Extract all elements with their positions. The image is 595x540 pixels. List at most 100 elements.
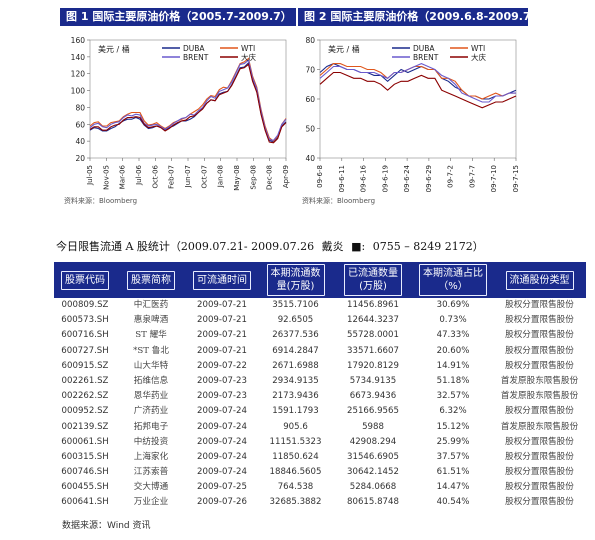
table-cell: 股权分置限售股份 xyxy=(505,467,574,478)
fig2-xtick-label: 09-6-11 xyxy=(338,165,346,192)
fig1-xtick-label: Jun-07 xyxy=(184,165,192,188)
table-cell: 2934.9135 xyxy=(272,375,319,386)
table-cell: 25166.9565 xyxy=(347,406,399,417)
column-header-label: 可流通时间 xyxy=(193,270,251,290)
fig2-xtick-label: 09-6-19 xyxy=(381,165,389,192)
fig2-ytick-label: 40 xyxy=(305,154,315,163)
fig2-legend-label: 大庆 xyxy=(471,52,486,62)
table-cell: 股权分置限售股份 xyxy=(505,315,574,326)
table-cell: 600641.SH xyxy=(61,497,109,508)
table-cell: 2009-07-21 xyxy=(197,300,247,310)
column-header: 流通股份类型 xyxy=(493,270,586,290)
table-cell: 764.538 xyxy=(277,482,314,493)
table-cell: 2009-07-21 xyxy=(197,315,247,326)
table-cell: 600727.SH xyxy=(61,345,109,356)
figure-1-source: 资料来源：Bloomberg xyxy=(64,197,138,205)
table-cell: 广济药业 xyxy=(133,406,169,417)
table-cell: 33571.6607 xyxy=(347,345,399,356)
column-header-label: 流通股份类型 xyxy=(505,270,574,290)
table-cell: 905.6 xyxy=(283,421,308,432)
table-cell: 000809.SZ xyxy=(61,300,109,310)
fig2-xtick-label: 09-7-10 xyxy=(490,165,498,192)
table-cell: 交大博通 xyxy=(133,482,169,493)
table-cell: 30642.1452 xyxy=(347,467,399,478)
contact-phone: 0755 – 8249 2172） xyxy=(372,240,484,253)
table-cell: 2009-07-23 xyxy=(197,375,247,386)
table-cell: 80615.8748 xyxy=(347,497,399,508)
table-cell: 2009-07-24 xyxy=(197,467,247,478)
fig1-ytick-label: 100 xyxy=(71,87,86,96)
table-header: 股票代码 股票简称 可流通时间 本期流通数 量(万股) 已流通数量 (万股) 本期流通占比 （%… xyxy=(54,262,586,298)
table-cell: 40.54% xyxy=(436,497,470,508)
fig2-unit-label: 美元 / 桶 xyxy=(328,44,360,54)
table-cell: 首发原股东限售股份 xyxy=(500,391,579,402)
table-cell: 11151.5323 xyxy=(269,436,322,447)
column-header-label: 本期流通占比 （%） xyxy=(419,264,487,296)
table-cell: 股权分置限售股份 xyxy=(505,360,574,371)
table-cell: 股权分置限售股份 xyxy=(505,345,574,356)
column-header: 已流通数量 (万股) xyxy=(333,264,413,296)
figure-2-title: 图 2 国际主要原油价格（2009.6.8-2009.7.17） xyxy=(298,8,528,26)
contact-name: 戴炎 xyxy=(321,240,344,253)
table-cell: 万业企业 xyxy=(133,497,169,508)
fig1-xtick-label: Oct-07 xyxy=(200,165,208,189)
table-cell: 江苏索普 xyxy=(133,467,169,478)
table-cell: 2009-07-24 xyxy=(197,436,247,447)
stats-title-text: 今日限售流通 A 股统计（2009.07.21- 2009.07.26 xyxy=(56,240,315,253)
fig1-legend-label: BRENT xyxy=(183,53,209,62)
table-cell: 14.91% xyxy=(436,360,470,371)
table-cell: 股权分置限售股份 xyxy=(505,406,574,417)
fig1-series-line-大庆 xyxy=(89,63,287,144)
table-body: 000809.SZ 中汇医药 2009-07-21 3515.7106 11456.89… xyxy=(54,298,586,511)
table-cell: 61.51% xyxy=(436,467,470,478)
table-cell: 11456.8961 xyxy=(347,300,399,310)
fig1-ytick-label: 20 xyxy=(75,154,85,163)
table-cell: 92.6505 xyxy=(277,315,314,326)
table-cell: 600716.SH xyxy=(61,330,109,341)
release-table: 股票代码 股票简称 可流通时间 本期流通数 量(万股) 已流通数量 (万股) 本期流通占比 （%… xyxy=(54,262,586,511)
table-cell: 中汇医药 xyxy=(133,300,169,310)
table-cell: 2009-07-21 xyxy=(197,330,247,341)
column-header-label: 股票简称 xyxy=(127,270,175,290)
fig1-series-line-BRENT xyxy=(89,59,287,141)
table-cell: 0.73% xyxy=(439,315,467,326)
table-cell: 恩华药业 xyxy=(133,391,169,402)
figure-2-chart: 40 50 60 70 80 09-6-8 09-6-11 09-6-16 09-6-19 09-… xyxy=(305,36,520,192)
table-cell: 股权分置限售股份 xyxy=(505,300,574,310)
column-header: 本期流通数 量(万股) xyxy=(258,264,333,296)
table-cell: 47.33% xyxy=(436,330,470,341)
table-cell: 2009-07-21 xyxy=(197,345,247,356)
table-cell: 32685.3882 xyxy=(269,497,322,508)
table-cell: 3515.7106 xyxy=(272,300,319,310)
table-cell: 600455.SH xyxy=(61,482,109,493)
fig1-xtick-label: Jul-05 xyxy=(86,165,94,186)
column-header-label: 本期流通数 量(万股) xyxy=(266,264,325,296)
fig2-legend-label: WTI xyxy=(471,44,485,53)
table-cell: 2671.6988 xyxy=(272,360,319,371)
fig1-xtick-label: Feb-07 xyxy=(168,165,176,189)
fig1-legend-label: DUBA xyxy=(183,44,205,53)
fig2-xtick-label: 09-7-7 xyxy=(468,165,476,188)
table-row: 600716.SH ST 耀华 2009-07-21 26377.536 55728.0… xyxy=(54,328,586,343)
column-header: 股票简称 xyxy=(116,270,186,290)
fig2-series-line-大庆 xyxy=(319,71,517,109)
table-cell: 600915.SZ xyxy=(61,360,109,371)
fig1-ytick-label: 40 xyxy=(75,137,85,146)
table-cell: 5284.0668 xyxy=(349,482,397,493)
table-cell: 600061.SH xyxy=(61,436,109,447)
fig2-xtick-label: 09-6-29 xyxy=(425,165,433,192)
table-cell: 2009-07-24 xyxy=(197,421,247,432)
fig1-xtick-label: Nov-05 xyxy=(102,165,110,190)
fig1-ytick-label: 60 xyxy=(75,120,85,129)
table-cell: 000952.SZ xyxy=(61,406,109,417)
table-cell: 中纺投资 xyxy=(133,436,169,447)
fig2-series-line-BRENT xyxy=(319,63,516,103)
table-cell: 14.47% xyxy=(436,482,470,493)
table-cell: 31546.6905 xyxy=(347,451,399,462)
table-row: 000952.SZ 广济药业 2009-07-24 1591.1793 25166.95… xyxy=(54,404,586,419)
table-cell: 5988 xyxy=(362,421,384,432)
fig2-xtick-label: 09-7-2 xyxy=(447,165,455,188)
fig1-ytick-label: 120 xyxy=(71,70,86,79)
fig2-xtick-label: 09-6-24 xyxy=(403,164,411,192)
table-cell: 股权分置限售股份 xyxy=(505,497,574,508)
